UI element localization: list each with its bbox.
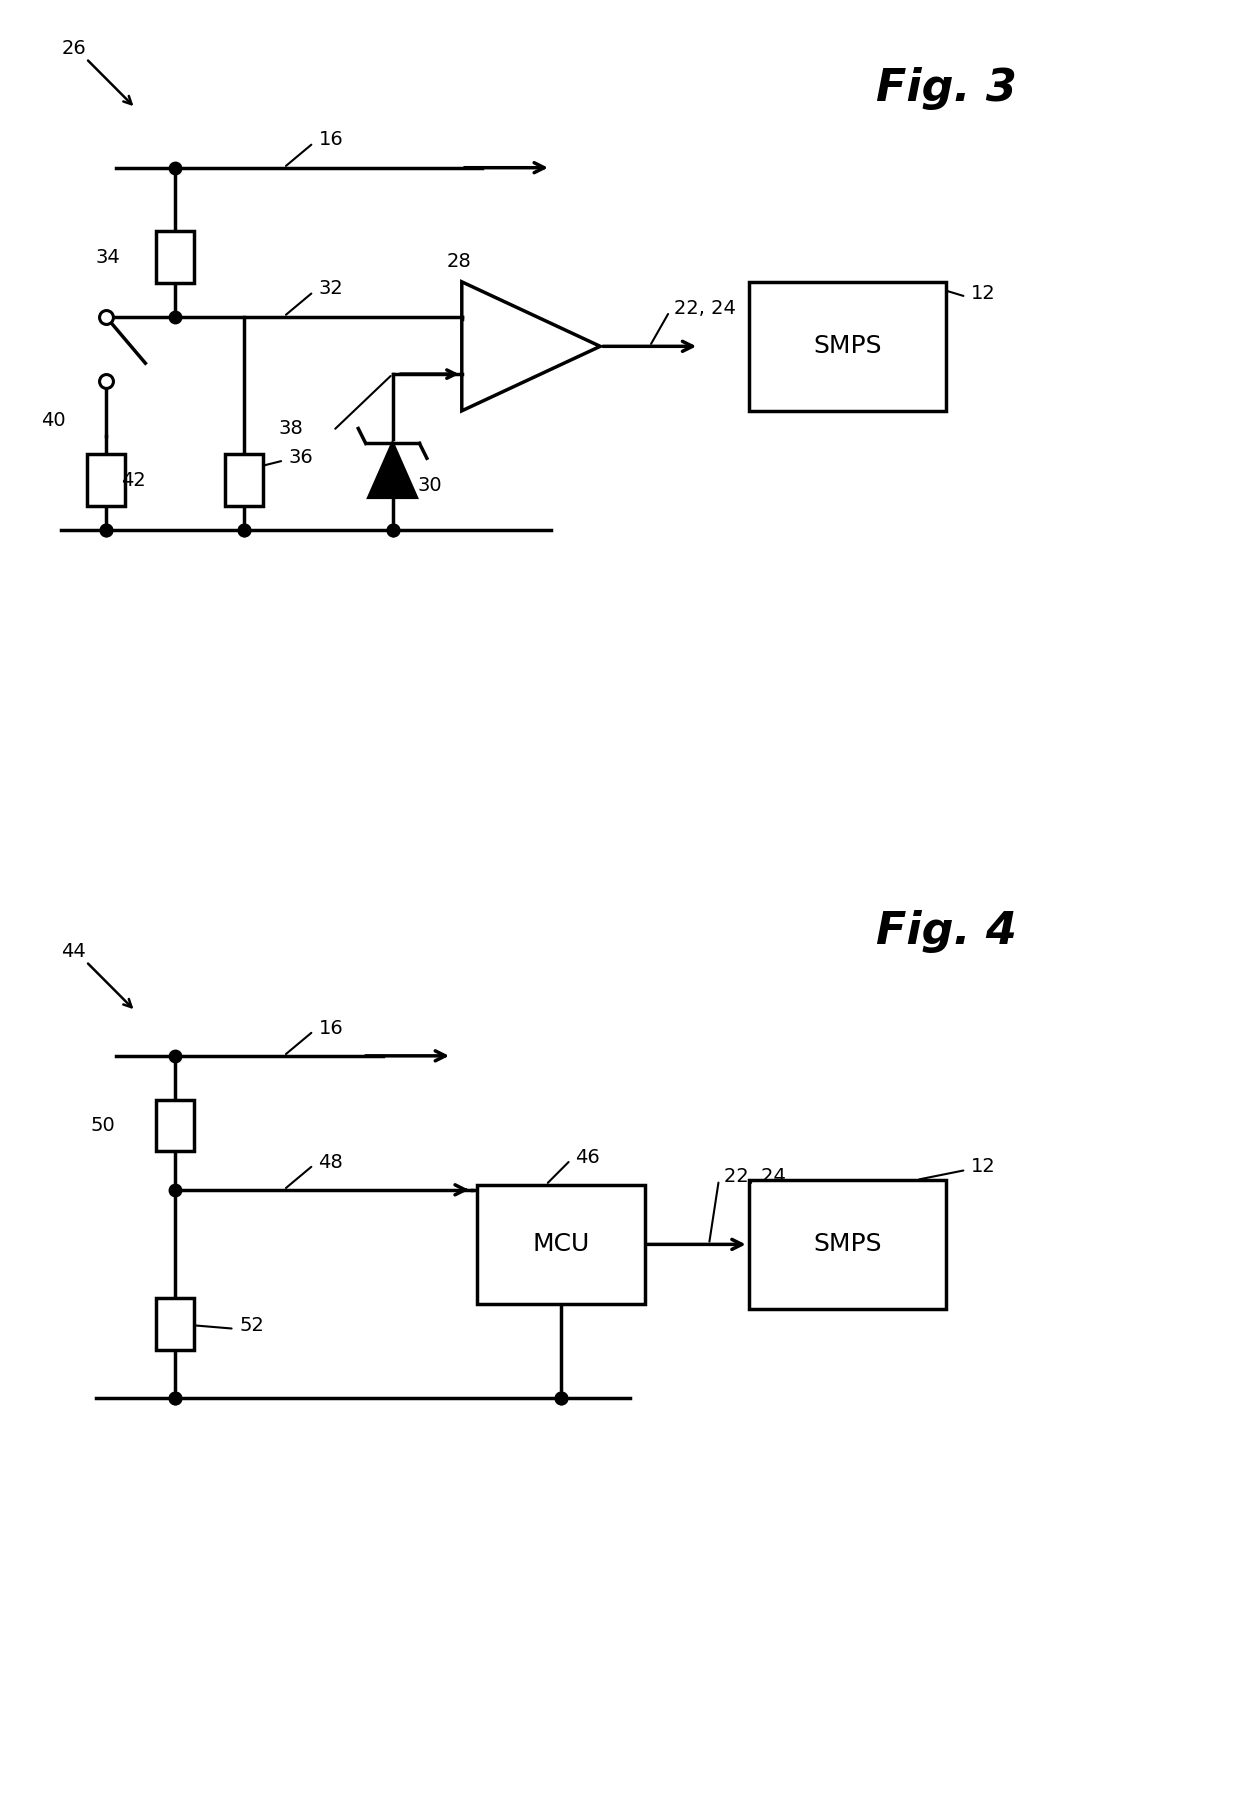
Text: 36: 36 xyxy=(289,448,314,467)
Text: SMPS: SMPS xyxy=(813,335,882,359)
Polygon shape xyxy=(368,444,417,496)
Text: MCU: MCU xyxy=(532,1232,589,1256)
Text: 12: 12 xyxy=(971,1158,996,1176)
Text: 26: 26 xyxy=(61,40,86,58)
Text: Fig. 4: Fig. 4 xyxy=(875,910,1017,953)
Text: 38: 38 xyxy=(279,419,304,439)
Text: 32: 32 xyxy=(319,279,343,299)
Text: 34: 34 xyxy=(95,248,120,266)
Bar xyxy=(476,1185,645,1305)
Text: 16: 16 xyxy=(319,1018,343,1038)
Text: 22, 24: 22, 24 xyxy=(724,1167,786,1187)
Text: Fig. 3: Fig. 3 xyxy=(875,67,1017,111)
Text: 48: 48 xyxy=(319,1152,343,1172)
Text: 44: 44 xyxy=(61,942,86,960)
Text: 46: 46 xyxy=(575,1147,600,1167)
Bar xyxy=(156,232,193,283)
Bar xyxy=(226,455,263,506)
Text: 52: 52 xyxy=(239,1316,264,1335)
Text: 40: 40 xyxy=(42,411,66,429)
Bar xyxy=(156,1297,193,1350)
Text: 42: 42 xyxy=(120,471,145,489)
Bar xyxy=(156,1100,193,1151)
Text: 50: 50 xyxy=(91,1116,115,1134)
Bar xyxy=(87,455,124,506)
Text: 22, 24: 22, 24 xyxy=(675,299,737,319)
Text: 28: 28 xyxy=(446,252,471,272)
Bar xyxy=(749,283,946,411)
Text: SMPS: SMPS xyxy=(813,1232,882,1256)
Text: 16: 16 xyxy=(319,130,343,149)
Text: 30: 30 xyxy=(418,477,441,495)
Bar xyxy=(749,1180,946,1308)
Text: 12: 12 xyxy=(971,284,996,303)
